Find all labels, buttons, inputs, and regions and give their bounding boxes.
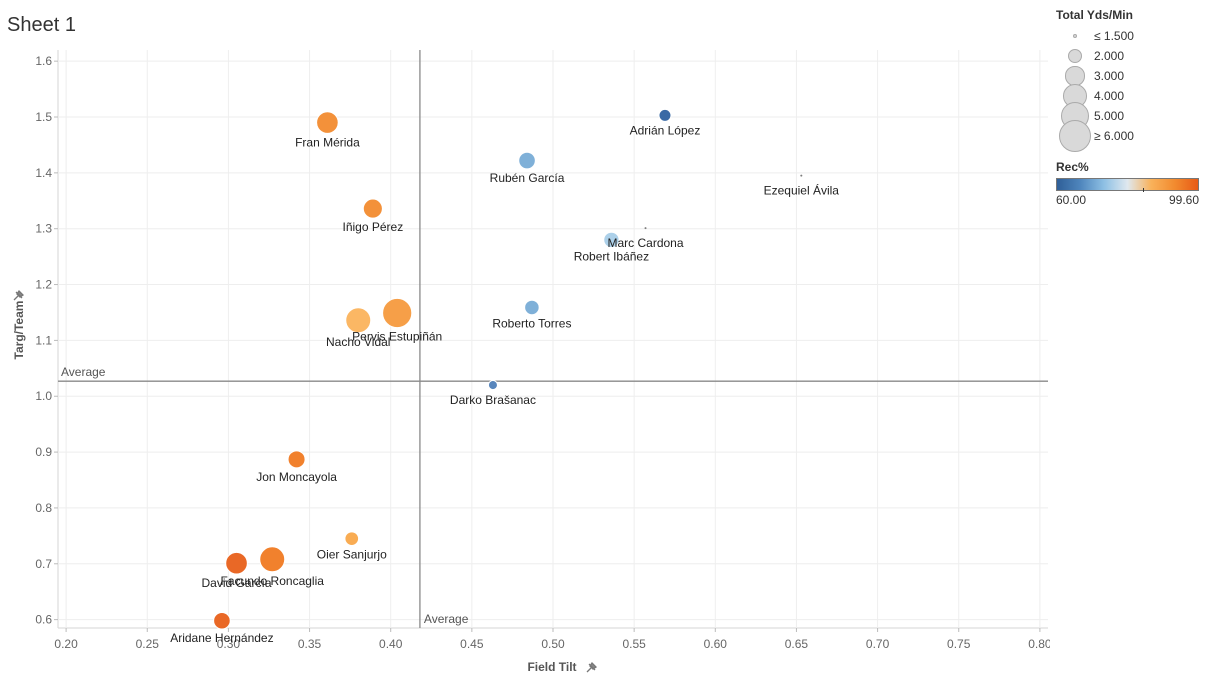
size-legend-item: ≤ 1.500 xyxy=(1056,26,1216,46)
y-tick-label: 1.0 xyxy=(35,389,52,403)
y-axis-title: Targ/Team xyxy=(12,301,26,360)
x-tick-label: 0.25 xyxy=(136,637,160,651)
point-label: Iñigo Pérez xyxy=(343,220,404,234)
scatter-point[interactable] xyxy=(316,111,339,134)
scatter-point[interactable] xyxy=(382,297,413,329)
point-label: Oier Sanjurjo xyxy=(317,547,387,561)
y-tick-label: 1.6 xyxy=(35,54,52,68)
color-legend-title: Rec% xyxy=(1056,160,1089,174)
size-legend-label: 2.000 xyxy=(1094,49,1125,63)
size-legend-label: 3.000 xyxy=(1094,69,1125,83)
y-tick-label: 0.6 xyxy=(35,613,52,627)
x-tick-label: 0.70 xyxy=(866,637,890,651)
y-tick-label: 1.1 xyxy=(35,333,52,347)
y-tick-label: 0.8 xyxy=(35,501,52,515)
size-legend-item: 3.000 xyxy=(1056,66,1216,86)
x-tick-label: 0.65 xyxy=(785,637,809,651)
x-tick-label: 0.20 xyxy=(54,637,78,651)
x-tick-label: 0.60 xyxy=(704,637,728,651)
color-min-label: 60.00 xyxy=(1056,193,1087,207)
size-legend-label: 4.000 xyxy=(1094,89,1125,103)
scatter-point[interactable] xyxy=(603,231,620,249)
point-label: Ezequiel Ávila xyxy=(764,183,840,198)
x-tick-label: 0.55 xyxy=(622,637,646,651)
x-average-label: Average xyxy=(424,612,469,626)
point-label: Adrián López xyxy=(630,123,701,137)
size-legend-label: 5.000 xyxy=(1094,109,1125,123)
size-legend: ≤ 1.500 2.000 3.000 4.000 5.000 ≥ 6.000 xyxy=(1056,26,1216,152)
x-tick-label: 0.40 xyxy=(379,637,403,651)
size-legend-label: ≤ 1.500 xyxy=(1094,29,1134,43)
scatter-point[interactable] xyxy=(658,108,672,122)
scatter-point[interactable] xyxy=(225,551,248,575)
data-points xyxy=(213,108,803,630)
point-label: Facundo Roncaglia xyxy=(221,574,325,588)
size-legend-bubble xyxy=(1059,120,1091,152)
point-label: Robert Ibáñez xyxy=(574,250,649,264)
scatter-point[interactable] xyxy=(287,450,306,469)
size-legend-item: 2.000 xyxy=(1056,46,1216,66)
y-tick-label: 1.5 xyxy=(35,110,52,124)
x-tick-label: 0.75 xyxy=(947,637,971,651)
scatter-point[interactable] xyxy=(345,307,372,334)
color-max-label: 99.60 xyxy=(1168,193,1199,207)
x-axis-title: Field Tilt xyxy=(527,660,576,674)
point-label: Nacho Vidal xyxy=(326,335,391,349)
scatter-point[interactable] xyxy=(362,198,383,219)
point-label: Jon Moncayola xyxy=(256,470,337,484)
grid-lines xyxy=(57,50,1048,629)
x-axis-ticks: 0.20 0.25 0.30 0.35 0.40 0.45 0.50 0.55 0.60 0.65… xyxy=(54,628,1050,651)
scatter-point[interactable] xyxy=(344,531,360,546)
scatter-point[interactable] xyxy=(800,174,803,177)
x-tick-label: 0.80 xyxy=(1028,637,1050,651)
point-label: David García xyxy=(202,576,272,590)
point-label: Roberto Torres xyxy=(492,317,571,331)
point-labels: Fran Mérida Adrián López Rubén García Ezequ… xyxy=(170,123,839,645)
x-axis-pin-icon[interactable] xyxy=(586,661,598,673)
y-axis-pin-icon[interactable] xyxy=(13,289,25,301)
point-label: Fran Mérida xyxy=(295,135,360,149)
size-legend-bubble xyxy=(1067,48,1083,64)
point-label: Marc Cardona xyxy=(607,236,683,250)
scatter-point[interactable] xyxy=(518,151,536,170)
scatter-point[interactable] xyxy=(524,299,540,316)
y-average-label: Average xyxy=(61,365,106,379)
y-tick-label: 1.3 xyxy=(35,222,52,236)
x-tick-label: 0.30 xyxy=(217,637,241,651)
size-legend-label: ≥ 6.000 xyxy=(1094,129,1134,143)
scatter-point[interactable] xyxy=(644,227,647,230)
size-legend-bubble xyxy=(1073,34,1077,38)
y-tick-label: 1.2 xyxy=(35,278,52,292)
y-axis-ticks: 0.6 0.7 0.8 0.9 1.0 1.1 1.2 1.3 1.4 1.5 1.6 xyxy=(35,54,58,627)
point-label: Pervis Estupiñán xyxy=(352,330,442,344)
x-tick-label: 0.50 xyxy=(541,637,565,651)
point-label: Rubén García xyxy=(490,171,565,185)
y-tick-label: 1.4 xyxy=(35,166,52,180)
ramp-marker xyxy=(1143,188,1144,192)
size-legend-title: Total Yds/Min xyxy=(1056,8,1133,22)
scatter-chart: 0.20 0.25 0.30 0.35 0.40 0.45 0.50 0.55 0.60 0.65… xyxy=(12,50,1050,674)
scatter-point[interactable] xyxy=(259,546,286,573)
size-legend-bubble xyxy=(1065,66,1085,86)
point-label: Aridane Hernández xyxy=(170,631,273,645)
size-legend-item: ≥ 6.000 xyxy=(1056,120,1216,152)
y-tick-label: 0.9 xyxy=(35,445,52,459)
legend-panel: Total Yds/Min ≤ 1.500 2.000 3.000 4.000 5.00… xyxy=(1056,8,1216,207)
point-label: Darko Brašanac xyxy=(450,393,536,407)
color-ramp xyxy=(1056,178,1199,192)
y-tick-label: 0.7 xyxy=(35,557,52,571)
x-tick-label: 0.35 xyxy=(298,637,322,651)
x-tick-label: 0.45 xyxy=(460,637,484,651)
reference-lines: Average Average xyxy=(58,50,1048,628)
scatter-point[interactable] xyxy=(487,380,498,391)
scatter-point[interactable] xyxy=(213,611,231,630)
sheet-title: Sheet 1 xyxy=(7,14,76,36)
